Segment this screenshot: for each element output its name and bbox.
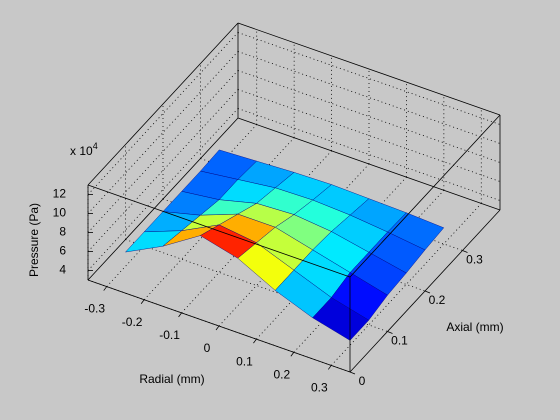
y-tick-label: 0.1 (391, 334, 408, 348)
z-tick-label: 4 (59, 263, 66, 277)
x-tick-label: 0 (204, 341, 211, 355)
z-tick-label: 10 (53, 206, 67, 220)
z-axis-label: Pressure (Pa) (27, 203, 41, 277)
grid-line (106, 124, 258, 287)
y-tick-label: 0 (359, 374, 366, 388)
grid-line (87, 51, 239, 214)
z-tick-label: 12 (53, 187, 67, 201)
tick-mark (178, 312, 182, 318)
grid-line (256, 176, 407, 340)
grid-line (237, 70, 501, 163)
tick-mark (253, 338, 257, 344)
surface-patch (312, 297, 370, 341)
x-tick-label: 0.3 (311, 381, 328, 395)
box-edge (87, 184, 351, 278)
z-multiplier-base: x 10 (70, 144, 93, 158)
grid-line (181, 150, 332, 314)
grid-line (237, 51, 501, 144)
tick-mark (349, 371, 356, 375)
grid-line (87, 32, 239, 195)
grid-line (218, 163, 370, 327)
y-axis-label: Axial (mm) (446, 320, 503, 334)
grid-line (237, 32, 501, 125)
grid-line (143, 137, 295, 300)
y-tick-label: 0.3 (466, 253, 483, 267)
x-tick-label: -0.2 (122, 315, 143, 329)
x-tick-label: 0.1 (236, 354, 253, 368)
tick-mark (140, 299, 145, 304)
tick-mark (462, 250, 468, 253)
box-edge (237, 117, 501, 211)
tick-mark (103, 286, 108, 291)
grid-line (87, 70, 239, 233)
z-tick-label: 6 (59, 244, 66, 258)
tick-mark (424, 290, 431, 294)
grid-line (330, 203, 482, 366)
y-tick-label: 0.2 (429, 293, 446, 307)
grid-line (87, 108, 239, 271)
x-axis-label: Radial (mm) (139, 372, 204, 386)
box-edge (87, 22, 239, 186)
x-tick-label: -0.3 (84, 302, 105, 316)
z-tick-label: 8 (59, 225, 66, 239)
tick-mark (327, 365, 332, 370)
tick-mark (215, 325, 220, 331)
box-edge (237, 22, 501, 116)
grid-line (293, 190, 445, 353)
box-edge (349, 114, 501, 278)
grid-line (87, 89, 239, 252)
tick-mark (290, 352, 295, 357)
tick-mark (387, 331, 393, 334)
x-tick-label: -0.1 (159, 328, 180, 342)
z-multiplier: x 104 (70, 141, 98, 158)
z-multiplier-exponent: 4 (93, 141, 98, 151)
box-edge (87, 117, 239, 281)
x-tick-label: 0.2 (274, 367, 291, 381)
